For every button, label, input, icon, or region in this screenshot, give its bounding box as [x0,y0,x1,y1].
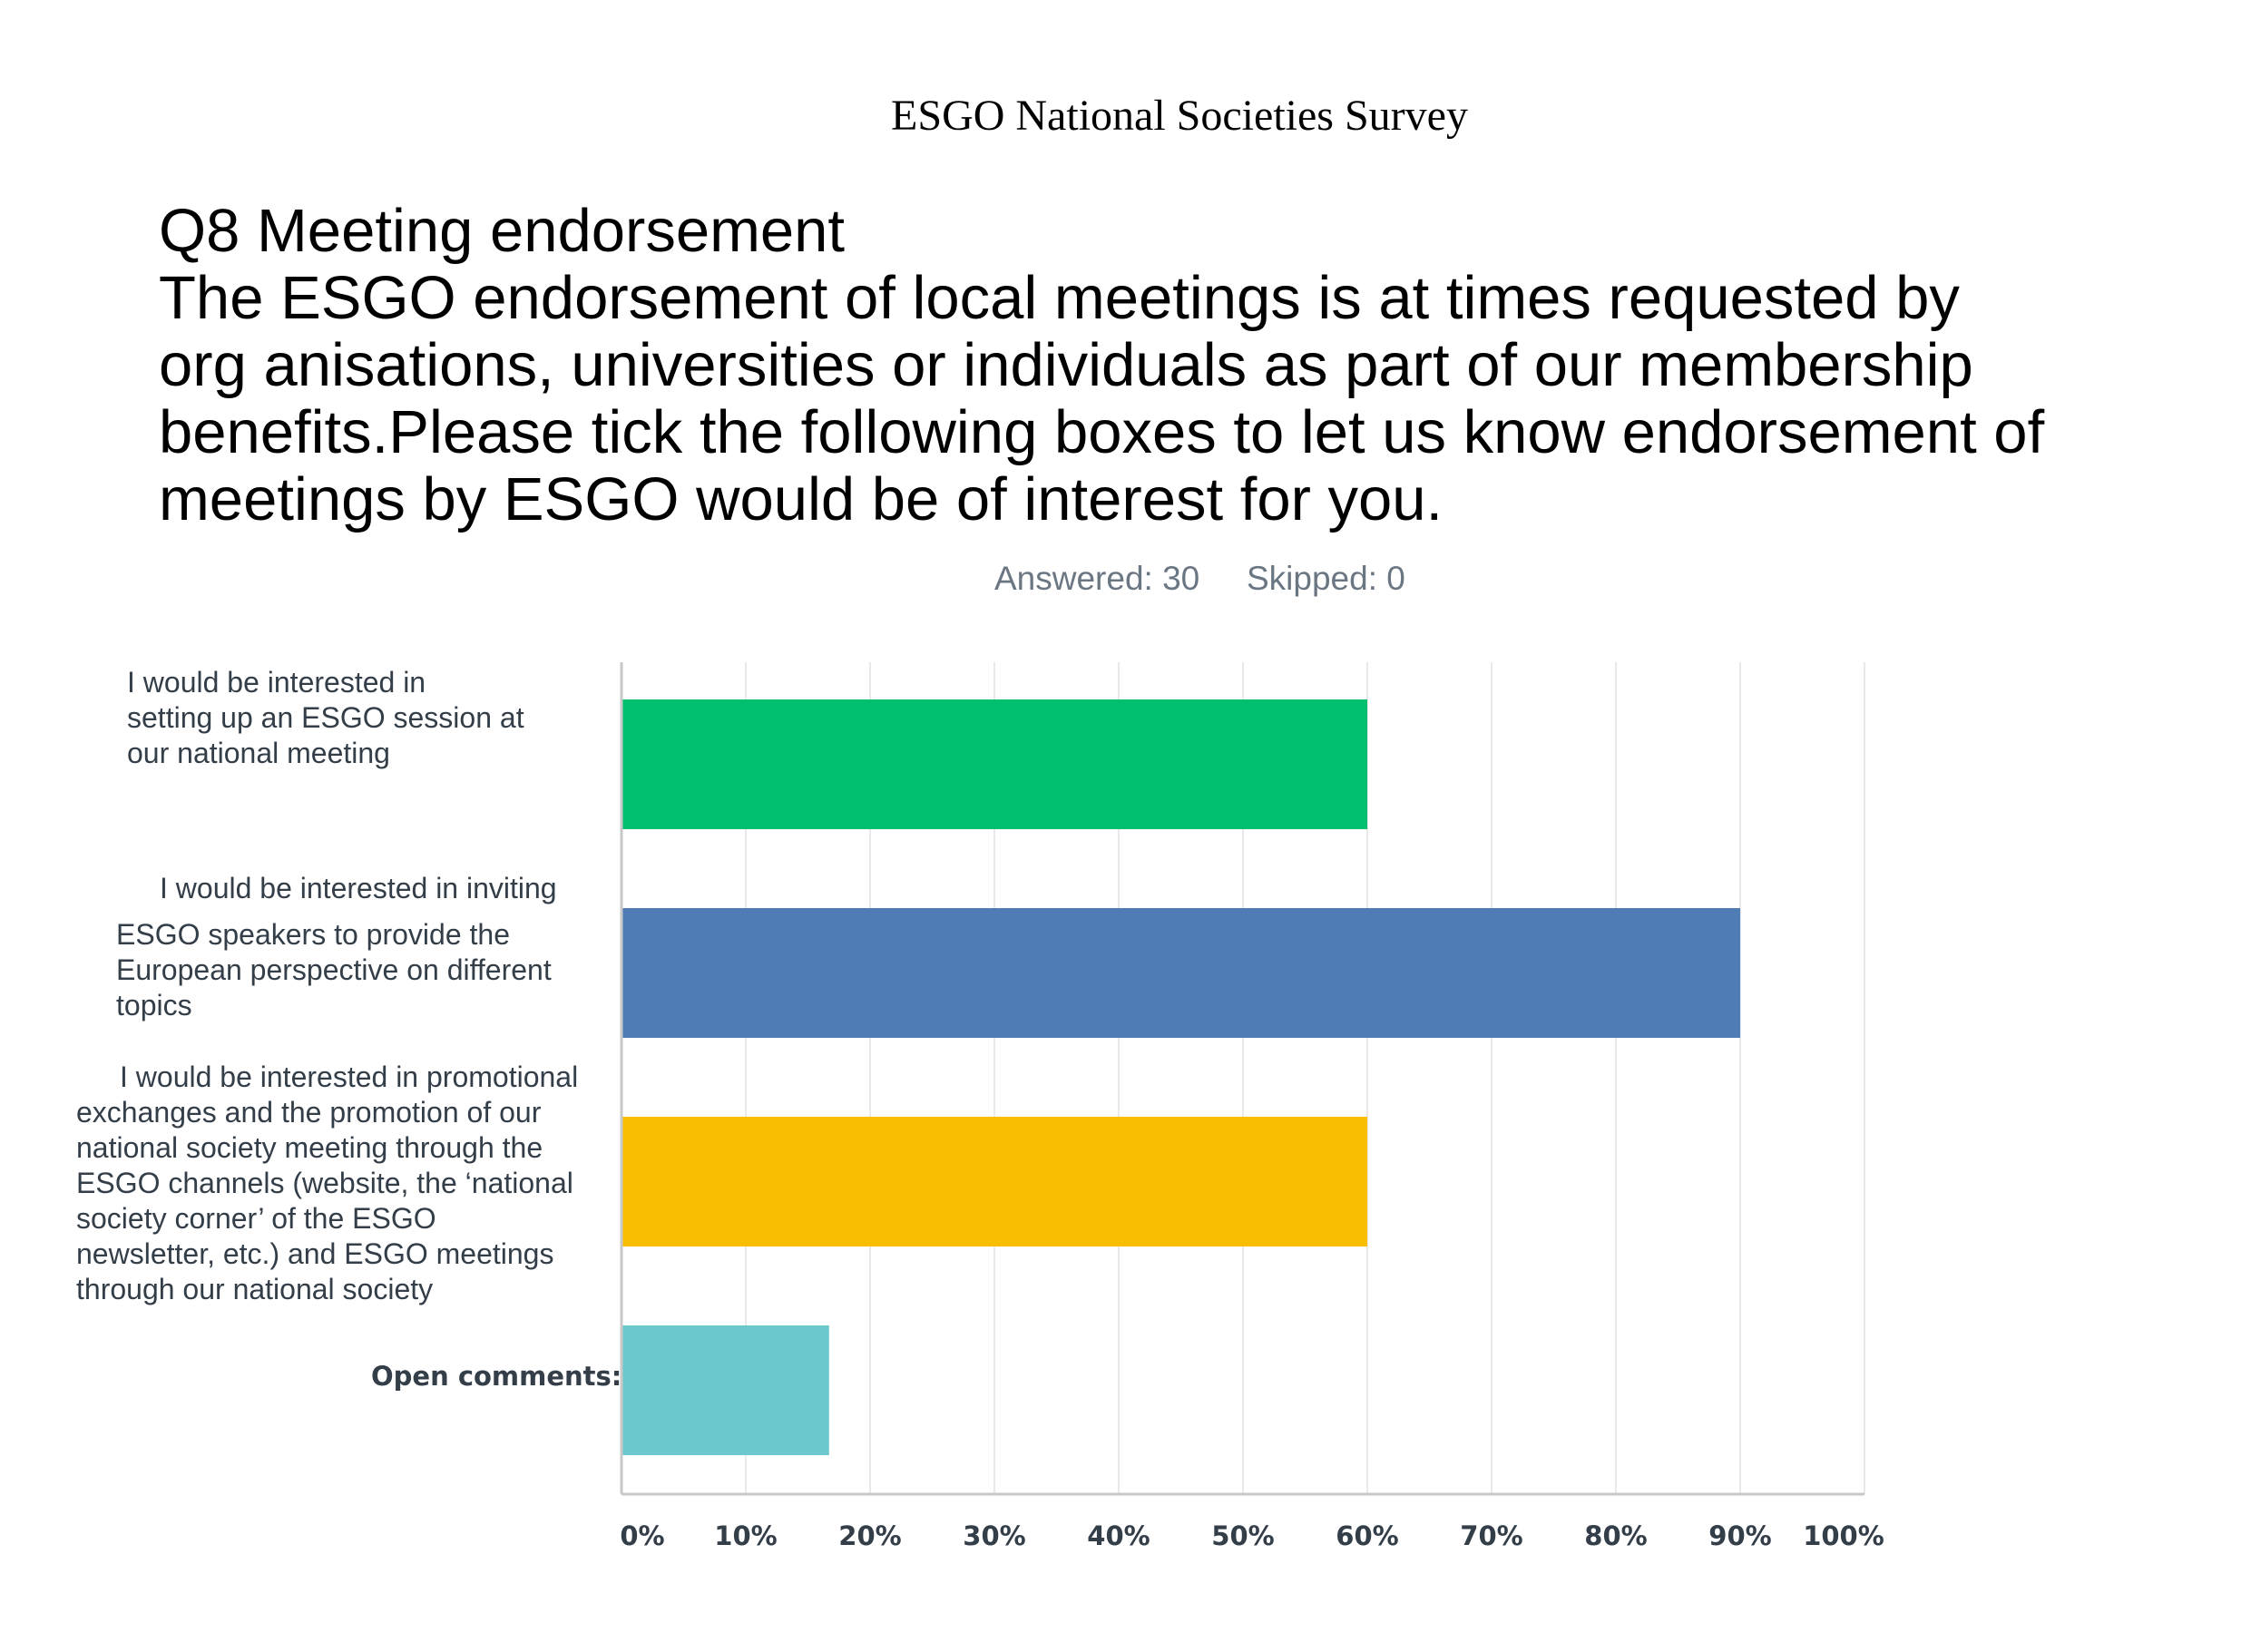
row-label-line: I would be interested in inviting [160,872,557,904]
row-label-line: society corner’ of the ESGO [76,1202,436,1235]
bar [621,1325,829,1455]
row-label-line: setting up an ESGO session at [127,701,524,734]
bar [621,908,1740,1038]
x-tick-label: 0% [620,1520,664,1551]
row-label-line: Open comments: [371,1361,622,1392]
x-tick-label: 80% [1584,1520,1647,1551]
question-text: Q8 Meeting endorsement The ESGO endorsem… [159,198,2200,533]
row-label-open-comments: Open comments: [371,1359,621,1394]
row-label-line: ESGO channels (website, the ‘national [76,1167,573,1199]
row-label-line: exchanges and the promotion of our [76,1096,542,1129]
question-line: meetings by ESGO would be of interest fo… [159,465,1444,533]
row-label-line: newsletter, etc.) and ESGO meetings [76,1237,554,1270]
bar [621,1117,1367,1246]
row-label-promotion: I would be interested in promotional exc… [76,1060,578,1307]
x-tick-label: 40% [1087,1520,1150,1551]
row-label-speakers: I would be interested in inviting ESGO s… [116,871,557,1023]
x-tick-label: 60% [1336,1520,1398,1551]
answered-count: Answered: 30 [994,560,1200,597]
x-tick-label: 10% [714,1520,777,1551]
bar [621,699,1367,829]
question-line: Q8 Meeting endorsement [159,197,846,265]
row-label-line: national society meeting through the [76,1131,543,1164]
x-tick-label: 100% [1803,1520,1884,1551]
row-label-line: topics [116,989,192,1022]
row-label-line: I would be interested in [127,666,426,699]
x-tick-label: 50% [1211,1520,1274,1551]
x-tick-label: 30% [963,1520,1025,1551]
row-label-line: European perspective on different [116,953,552,986]
survey-title: ESGO National Societies Survey [891,92,1468,140]
question-line: benefits.Please tick the following boxes… [159,398,2045,466]
row-label-line: I would be interested in promotional [120,1061,579,1093]
row-label-line: our national meeting [127,737,390,769]
question-line: The ESGO endorsement of local meetings i… [159,264,1960,332]
x-tick-label: 90% [1708,1520,1771,1551]
x-tick-label: 70% [1460,1520,1522,1551]
row-label-session: I would be interested in setting up an E… [127,665,524,771]
row-label-line: through our national society [76,1273,434,1305]
row-label-line: ESGO speakers to provide the [116,918,510,951]
skipped-count: Skipped: 0 [1247,560,1405,597]
x-tick-label: 20% [838,1520,901,1551]
question-line: org anisations, universities or individu… [159,331,1973,399]
